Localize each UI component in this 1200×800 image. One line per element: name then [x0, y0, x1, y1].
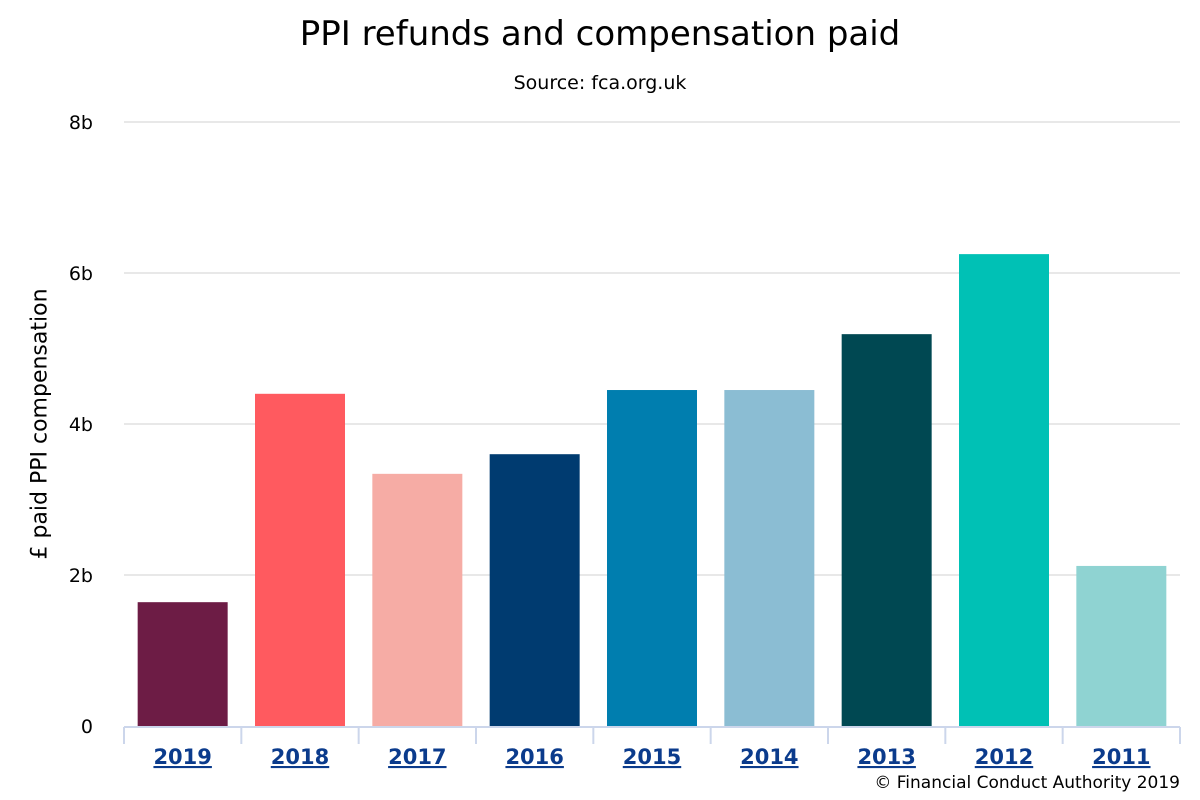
x-tick-label[interactable]: 2014: [740, 745, 798, 769]
x-tick-label[interactable]: 2018: [271, 745, 329, 769]
x-tick-label[interactable]: 2011: [1092, 745, 1150, 769]
bar[interactable]: [607, 390, 697, 726]
bar[interactable]: [137, 602, 228, 726]
x-tick-label[interactable]: 2015: [623, 745, 681, 769]
y-tick-label: 6b: [69, 263, 93, 285]
bar[interactable]: [255, 393, 345, 726]
bar[interactable]: [372, 473, 463, 726]
x-tick-label[interactable]: 2013: [857, 745, 915, 769]
y-tick-label: 0: [81, 716, 93, 738]
bar[interactable]: [724, 390, 815, 726]
chart-title: PPI refunds and compensation paid: [299, 14, 901, 54]
x-tick-label[interactable]: 2019: [153, 745, 211, 769]
bar[interactable]: [1076, 565, 1167, 726]
bar[interactable]: [841, 334, 932, 726]
y-tick-label: 2b: [69, 565, 93, 587]
x-tick-label[interactable]: 2016: [505, 745, 563, 769]
chart-subtitle: Source: fca.org.uk: [513, 72, 687, 94]
x-tick-label[interactable]: 2017: [388, 745, 446, 769]
credit-text: © Financial Conduct Authority 2019: [874, 773, 1180, 793]
bar[interactable]: [489, 454, 580, 726]
y-tick-label: 4b: [69, 414, 93, 436]
bar[interactable]: [959, 254, 1049, 726]
x-tick-label[interactable]: 2012: [975, 745, 1033, 769]
y-tick-label: 8b: [69, 112, 93, 134]
